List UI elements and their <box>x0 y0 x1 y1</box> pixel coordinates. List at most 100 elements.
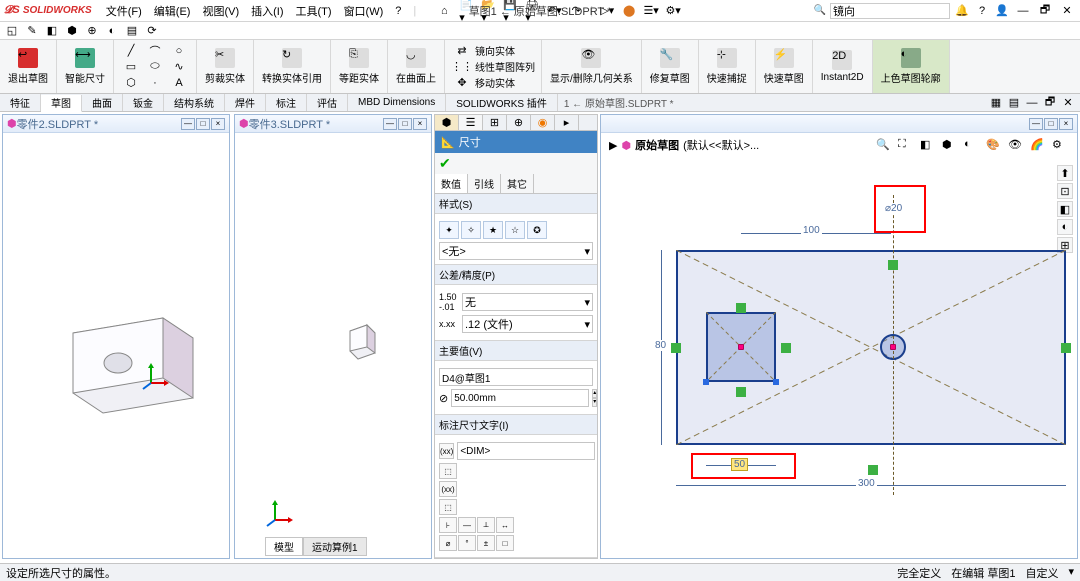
sym-1[interactable]: ⌀ <box>439 535 457 551</box>
qat-4[interactable]: ⬢ <box>64 23 80 39</box>
rel-1[interactable] <box>671 343 681 353</box>
st-2[interactable]: ⊡ <box>1057 183 1073 199</box>
txt-ico-2[interactable]: ⬚ <box>439 463 457 479</box>
sym-3[interactable]: ± <box>477 535 495 551</box>
options-icon[interactable]: ☰▾ <box>643 3 659 19</box>
point-tool[interactable]: · <box>144 75 166 91</box>
tol-type-dd[interactable]: 无▾ <box>462 293 593 311</box>
style-dropdown[interactable]: <无>▾ <box>439 242 593 260</box>
sw2-close[interactable]: × <box>413 118 427 130</box>
menu-tools[interactable]: 工具(T) <box>290 3 338 19</box>
wnd-tile-icon[interactable]: ▦ <box>988 95 1004 111</box>
qat-7[interactable]: ▤ <box>124 23 140 39</box>
vt-zoom[interactable]: 🔍 <box>875 137 893 155</box>
vt-section[interactable]: ◧ <box>919 137 937 155</box>
repair-btn[interactable]: 🔧修复草图 <box>648 46 692 87</box>
user-icon[interactable]: 👤 <box>994 3 1010 19</box>
viewport2-canvas[interactable]: 模型 运动算例1 <box>235 133 431 558</box>
sw2-min[interactable]: — <box>383 118 397 130</box>
wnd-max-icon[interactable]: 🗗 <box>1042 95 1058 111</box>
subtab-leader[interactable]: 引线 <box>468 174 501 193</box>
pt-1[interactable] <box>738 344 744 350</box>
poly-tool[interactable]: ⬡ <box>120 75 142 91</box>
rapid-btn[interactable]: ⚡快速草图 <box>762 46 806 87</box>
menu-window[interactable]: 窗口(W) <box>338 3 390 19</box>
wnd-cascade-icon[interactable]: ▤ <box>1006 95 1022 111</box>
close-btn[interactable]: ✕ <box>1058 3 1076 19</box>
rel-3[interactable] <box>736 303 746 313</box>
menu-view[interactable]: 视图(V) <box>196 3 245 19</box>
menu-file[interactable]: 文件(F) <box>100 3 148 19</box>
search-input[interactable] <box>830 3 950 19</box>
tol-prec-dd[interactable]: .12 (文件)▾ <box>462 315 593 333</box>
pt-2[interactable] <box>890 344 896 350</box>
trim-btn[interactable]: ✂剪裁实体 <box>203 46 247 87</box>
tab-sketch[interactable]: 草图 <box>41 95 82 112</box>
arc-tool[interactable]: ⌒ <box>144 43 166 59</box>
mv-max[interactable]: □ <box>1044 118 1058 130</box>
vt-scene[interactable]: 🎨 <box>985 137 1003 155</box>
tab-addin[interactable]: SOLIDWORKS 插件 <box>446 94 558 111</box>
qat-8[interactable]: ⟳ <box>144 23 160 39</box>
tab-markup[interactable]: 标注 <box>266 94 307 111</box>
sketch-canvas[interactable]: 300 100 80 ⌀20 50 <box>631 175 1047 528</box>
mv-close[interactable]: × <box>1059 118 1073 130</box>
sw2-max[interactable]: □ <box>398 118 412 130</box>
help-icon[interactable]: ? <box>974 3 990 19</box>
qat-2[interactable]: ✎ <box>24 23 40 39</box>
vt-appear[interactable]: 🌈 <box>1029 137 1047 155</box>
circle-tool[interactable]: ○ <box>168 43 190 59</box>
minimize-btn[interactable]: — <box>1014 3 1032 19</box>
pm-tab-cfg[interactable]: ⊞ <box>483 115 507 130</box>
st-3[interactable]: ◧ <box>1057 201 1073 217</box>
tab-mbd[interactable]: MBD Dimensions <box>348 94 446 111</box>
spin-down[interactable]: ▾ <box>592 398 597 407</box>
dim-value-input[interactable] <box>451 389 589 407</box>
txt-ico-4[interactable]: ⬚ <box>439 499 457 515</box>
btab-model[interactable]: 模型 <box>265 537 303 556</box>
alert-icon[interactable]: 🔔 <box>954 3 970 19</box>
st-1[interactable]: ⬆ <box>1057 165 1073 181</box>
style-btn-2[interactable]: ✧ <box>461 221 481 239</box>
txt-ico-1[interactable]: (xx) <box>439 443 454 459</box>
surf-btn[interactable]: ◡在曲面上 <box>394 46 438 87</box>
mv-min[interactable]: — <box>1029 118 1043 130</box>
tab-weld[interactable]: 焊件 <box>225 94 266 111</box>
align-1[interactable]: ⊦ <box>439 517 457 533</box>
sw1-close[interactable]: × <box>211 118 225 130</box>
pattern-btn[interactable]: ⋮⋮ <box>451 59 473 75</box>
show-rel-btn[interactable]: 👁显示/删除几何关系 <box>548 46 635 87</box>
qat-6[interactable]: ◐ <box>104 23 120 39</box>
snap-btn[interactable]: ⊹快速捕捉 <box>705 46 749 87</box>
pm-tab-fm[interactable]: ⬢ <box>435 115 459 130</box>
txt-ico-3[interactable]: (xx) <box>439 481 457 497</box>
vt-shade[interactable]: ◐ <box>963 137 981 155</box>
line-tool[interactable]: ╱ <box>120 43 142 59</box>
settings-icon[interactable]: ⚙▾ <box>665 3 681 19</box>
sw1-max[interactable]: □ <box>196 118 210 130</box>
spin-up[interactable]: ▴ <box>592 389 597 398</box>
subtab-other[interactable]: 其它 <box>501 174 534 193</box>
dim-300[interactable]: 300 <box>856 478 877 489</box>
viewport1-canvas[interactable] <box>3 133 229 558</box>
slot-tool[interactable]: ⬭ <box>144 59 166 75</box>
tab-sheet[interactable]: 钣金 <box>123 94 164 111</box>
align-2[interactable]: — <box>458 517 476 533</box>
convert-btn[interactable]: ↻转换实体引用 <box>260 46 324 87</box>
tab-feature[interactable]: 特征 <box>0 94 41 111</box>
rel-6[interactable] <box>868 465 878 475</box>
smart-dim-btn[interactable]: ⟷智能尺寸 <box>63 46 107 87</box>
pm-tab-more[interactable]: ▸ <box>555 115 579 130</box>
shade-btn[interactable]: ◐上色草图轮廓 <box>879 46 943 87</box>
cp-1[interactable] <box>703 379 709 385</box>
move-btn[interactable]: ✥ <box>451 75 473 91</box>
style-btn-1[interactable]: ✦ <box>439 221 459 239</box>
qat-5[interactable]: ⊕ <box>84 23 100 39</box>
restore-btn[interactable]: 🗗 <box>1036 3 1054 19</box>
btab-motion[interactable]: 运动算例1 <box>303 537 367 556</box>
pm-accept-btn[interactable]: ✔ <box>439 155 451 171</box>
pm-tab-pm[interactable]: ☰ <box>459 115 483 130</box>
vt-hide[interactable]: 👁 <box>1007 137 1025 155</box>
wnd-close-icon[interactable]: ✕ <box>1060 95 1076 111</box>
dimtext-input[interactable] <box>457 442 595 460</box>
